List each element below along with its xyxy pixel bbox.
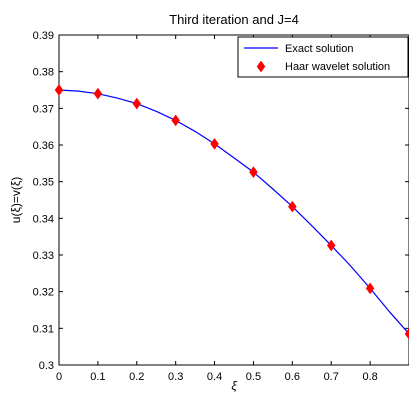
- y-tick-label: 0.32: [33, 287, 54, 299]
- plot-area: [59, 35, 409, 365]
- chart-title: Third iteration and J=4: [169, 12, 299, 27]
- x-tick-label: 0.7: [324, 371, 339, 383]
- y-tick-label: 0.33: [33, 250, 54, 262]
- y-tick-label: 0.39: [33, 30, 54, 42]
- x-tick-label: 0.8: [362, 371, 377, 383]
- y-tick-label: 0.35: [33, 177, 54, 189]
- x-tick-label: 0: [56, 371, 62, 383]
- y-tick-label: 0.37: [33, 103, 54, 115]
- y-tick-label: 0.31: [33, 323, 54, 335]
- x-tick-label: 0.6: [285, 371, 300, 383]
- y-tick-label: 0.36: [33, 140, 54, 152]
- legend-label-haar: Haar wavelet solution: [285, 61, 390, 73]
- y-axis-label: u(ξ)=v(ξ): [9, 177, 23, 223]
- y-tick-label: 0.34: [33, 213, 54, 225]
- x-tick-label: 0.4: [207, 371, 222, 383]
- x-tick-label: 0.3: [168, 371, 183, 383]
- y-tick-label: 0.3: [39, 360, 54, 372]
- x-tick-label: 0.1: [90, 371, 105, 383]
- y-tick-label: 0.38: [33, 67, 54, 79]
- x-axis-label: ξ: [231, 379, 237, 393]
- x-tick-label: 0.5: [246, 371, 261, 383]
- x-tick-label: 0.2: [129, 371, 144, 383]
- legend: Exact solution Haar wavelet solution: [238, 37, 408, 77]
- legend-label-exact: Exact solution: [285, 43, 353, 55]
